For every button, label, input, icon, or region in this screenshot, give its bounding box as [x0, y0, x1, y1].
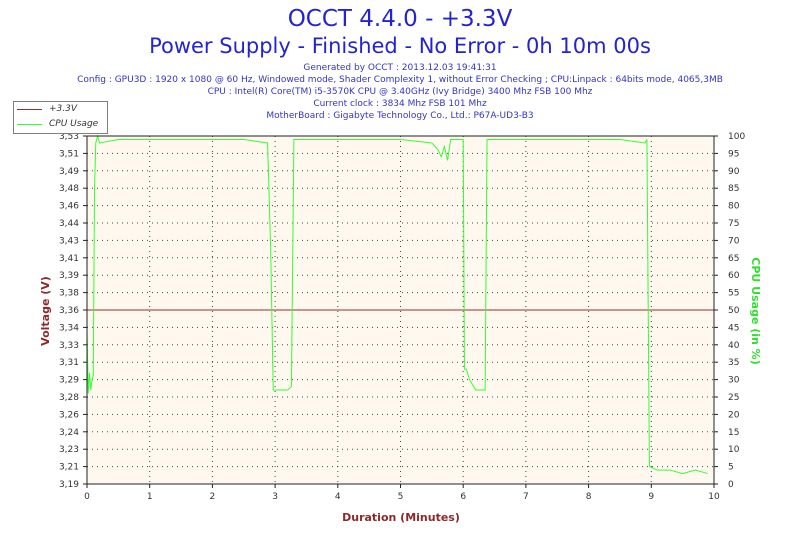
- x-tick-label: 0: [84, 492, 90, 502]
- right-tick-label: 70: [728, 236, 740, 246]
- grid-lines: [87, 136, 714, 484]
- x-tick-label: 7: [523, 492, 529, 502]
- left-tick-label: 3,53: [59, 132, 79, 142]
- right-tick-label: 0: [728, 480, 734, 490]
- right-tick-label: 15: [728, 428, 739, 438]
- right-axis-ticks: 0 5 10 15 20 25 30 35 40 45 50 55 60 65 70 75 80 85 90 95 10…: [714, 132, 745, 490]
- right-tick-label: 45: [728, 323, 739, 333]
- left-tick-label: 3,39: [59, 271, 79, 281]
- right-tick-label: 75: [728, 219, 739, 229]
- right-tick-label: 60: [728, 271, 740, 281]
- cpu-line: CPU : Intel(R) Core(TM) i5-3570K CPU @ 3…: [207, 87, 593, 97]
- left-axis-ticks: 3,19 3,21 3,23 3,24 3,26 3,28 3,29 3,31 3,33 3,34…: [59, 132, 87, 490]
- left-tick-label: 3,36: [59, 306, 79, 316]
- right-tick-label: 90: [728, 167, 740, 177]
- left-tick-label: 3,23: [59, 445, 79, 455]
- left-tick-label: 3,43: [59, 236, 79, 246]
- right-tick-label: 50: [728, 306, 740, 316]
- right-tick-label: 20: [728, 410, 740, 420]
- left-tick-label: 3,28: [59, 393, 79, 403]
- legend-label-voltage: +3.3V: [49, 104, 78, 114]
- chart-subtitle: Power Supply - Finished - No Error - 0h …: [149, 34, 651, 58]
- x-tick-label: 4: [335, 492, 341, 502]
- x-tick-label: 8: [586, 492, 592, 502]
- x-tick-label: 3: [272, 492, 278, 502]
- x-tick-label: 10: [708, 492, 720, 502]
- left-tick-label: 3,38: [59, 289, 79, 299]
- left-tick-label: 3,19: [59, 480, 79, 490]
- legend-item-cpu: CPU Usage: [14, 118, 107, 132]
- left-tick-label: 3,26: [59, 410, 79, 420]
- right-tick-label: 85: [728, 184, 739, 194]
- left-tick-label: 3,24: [59, 428, 79, 438]
- motherboard-line: MotherBoard : Gigabyte Technology Co., L…: [266, 111, 534, 121]
- legend-swatch-voltage: [17, 109, 42, 110]
- config-line: Config : GPU3D : 1920 x 1080 @ 60 Hz, Wi…: [77, 75, 723, 85]
- x-tick-label: 2: [210, 492, 216, 502]
- right-tick-label: 80: [728, 202, 740, 212]
- right-tick-label: 25: [728, 393, 739, 403]
- generated-line: Generated by OCCT : 2013.12.03 19:41:31: [303, 63, 497, 73]
- legend-label-cpu: CPU Usage: [49, 119, 99, 129]
- y-axis-label-left: Voltage (V): [39, 276, 52, 346]
- right-tick-label: 65: [728, 254, 739, 264]
- left-tick-label: 3,34: [59, 323, 79, 333]
- left-tick-label: 3,44: [59, 219, 79, 229]
- x-tick-label: 5: [398, 492, 404, 502]
- right-tick-label: 55: [728, 289, 739, 299]
- clock-line: Current clock : 3834 Mhz FSB 101 Mhz: [313, 99, 487, 109]
- right-tick-label: 100: [728, 132, 745, 142]
- left-tick-label: 3,49: [59, 167, 79, 177]
- y-axis-label-right: CPU Usage (in %): [749, 257, 762, 364]
- chart-title: OCCT 4.4.0 - +3.3V: [287, 6, 513, 32]
- right-tick-label: 40: [728, 341, 740, 351]
- right-tick-label: 35: [728, 358, 739, 368]
- left-tick-label: 3,21: [59, 463, 79, 473]
- right-tick-label: 10: [728, 445, 740, 455]
- cpu-usage-series: [86, 134, 708, 475]
- x-tick-label: 6: [460, 492, 466, 502]
- legend: +3.3V CPU Usage: [13, 101, 108, 134]
- left-tick-label: 3,31: [59, 358, 79, 368]
- legend-swatch-cpu: [17, 124, 42, 125]
- right-tick-label: 30: [728, 376, 740, 386]
- x-tick-label: 1: [147, 492, 153, 502]
- left-tick-label: 3,48: [59, 184, 79, 194]
- left-tick-label: 3,41: [59, 254, 79, 264]
- x-axis-label: Duration (Minutes): [342, 511, 460, 524]
- right-tick-label: 5: [728, 463, 734, 473]
- right-tick-label: 95: [728, 149, 739, 159]
- x-axis-ticks: 0 1 2 3 4 5 6 7 8 9 10: [84, 484, 720, 502]
- legend-item-voltage: +3.3V: [14, 103, 107, 117]
- left-tick-label: 3,51: [59, 149, 79, 159]
- cpu-usage-line: [86, 134, 708, 475]
- x-tick-label: 9: [648, 492, 654, 502]
- left-tick-label: 3,33: [59, 341, 79, 351]
- left-tick-label: 3,29: [59, 376, 79, 386]
- left-tick-label: 3,46: [59, 202, 79, 212]
